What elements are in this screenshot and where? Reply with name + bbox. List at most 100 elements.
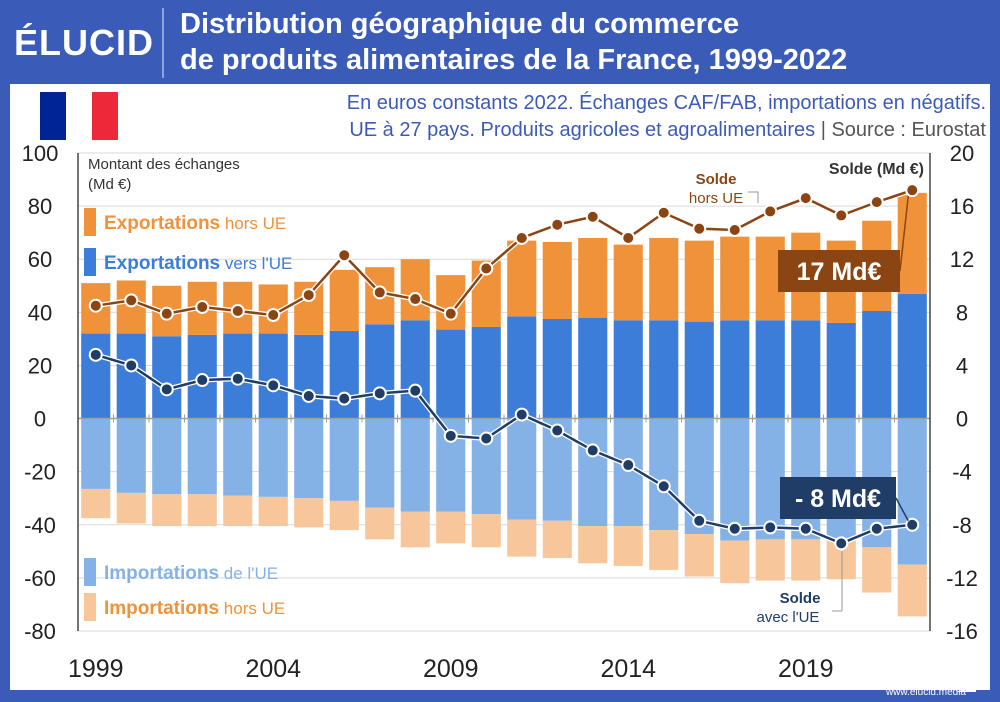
- bar-imports-hors-ue: [471, 514, 501, 548]
- solde-ue-point: [763, 520, 778, 535]
- bar-imports-hors-ue: [578, 526, 608, 564]
- bar-imports-hors-ue: [365, 507, 395, 540]
- solde-hors-ue-point: [834, 208, 849, 223]
- solde-hors-ue-point: [372, 285, 387, 300]
- bar-imports-hors-ue: [684, 534, 714, 577]
- bar-imports-ue: [897, 418, 927, 565]
- bar-exports-hors-ue: [897, 192, 927, 294]
- value-badge-ue: [780, 477, 896, 519]
- legend-label-main: Importations: [104, 598, 219, 619]
- footer-mark-icon: [956, 684, 976, 692]
- legend-label-main: Exportations: [104, 253, 220, 274]
- bar-imports-ue: [578, 418, 608, 527]
- y-left-tick-label: 20: [28, 353, 52, 378]
- bar-exports-hors-ue: [329, 269, 359, 331]
- callout-solde-ue: [832, 551, 843, 612]
- bar-imports-hors-ue: [542, 520, 572, 558]
- solde-ue-point: [514, 407, 529, 422]
- legend-item: Importations de l'UE: [104, 563, 278, 584]
- callout-line-hors-ue: [899, 196, 909, 272]
- bar-exports-hors-ue: [507, 240, 537, 317]
- y-left-axis-title: Montant des échanges: [88, 156, 240, 173]
- solde-ue-point: [550, 423, 565, 438]
- bar-imports-ue: [116, 418, 146, 493]
- solde-hors-ue-point: [692, 221, 707, 236]
- legend-swatch: [84, 593, 96, 621]
- value-badge-hors-ue: [778, 250, 900, 292]
- bar-imports-hors-ue: [897, 564, 927, 617]
- x-tick-label: 2014: [600, 655, 656, 683]
- annotation-solde-ue: Solde: [780, 590, 821, 607]
- bar-exports-ue: [755, 320, 785, 419]
- value-ue: - 8 Md€: [795, 485, 881, 513]
- flag-blue-band: [40, 92, 66, 140]
- bar-imports-ue: [223, 418, 253, 496]
- solde-hors-ue-point: [337, 248, 352, 263]
- bar-exports-hors-ue: [400, 259, 430, 321]
- legend-item: Exportations vers l'UE: [104, 253, 292, 274]
- solde-hors-ue-point: [230, 304, 245, 319]
- bar-exports-ue: [471, 326, 501, 419]
- y-right-tick-label: 12: [950, 247, 974, 272]
- bar-exports-ue: [649, 320, 679, 419]
- subtitle-line-2: UE à 27 pays. Produits agricoles et agro…: [178, 117, 986, 144]
- solde-hors-ue-point: [905, 183, 920, 198]
- source-label: Source : Eurostat: [831, 119, 986, 141]
- y-right-tick-label: -16: [946, 619, 978, 644]
- subtitle-scope: UE à 27 pays. Produits agricoles et agro…: [349, 119, 816, 141]
- x-tick-label: 1999: [68, 655, 124, 683]
- bar-imports-hors-ue: [81, 488, 111, 519]
- y-right-tick-label: -12: [946, 566, 978, 591]
- bar-exports-hors-ue: [613, 244, 643, 321]
- solde-hors-ue-point: [195, 300, 210, 315]
- solde-ue-point: [372, 386, 387, 401]
- title-line-1: Distribution géographique du commerce: [180, 8, 740, 40]
- solde-hors-ue-point: [124, 293, 139, 308]
- solde-hors-ue-point: [656, 205, 671, 220]
- bar-exports-ue: [720, 320, 750, 419]
- bar-imports-hors-ue: [329, 500, 359, 531]
- annotation-solde-ue-sub: avec l'UE: [757, 609, 820, 626]
- bar-exports-ue: [897, 293, 927, 419]
- solde-ue-point: [585, 443, 600, 458]
- solde-ue-point: [905, 517, 920, 532]
- bar-imports-ue: [755, 418, 785, 540]
- bar-exports-ue: [542, 318, 572, 419]
- bar-imports-hors-ue: [116, 492, 146, 524]
- y-left-tick-label: 100: [22, 141, 59, 166]
- solde-ue-point: [727, 521, 742, 536]
- callout-solde-hors-ue: [748, 191, 759, 204]
- legend-label-qualifier: vers l'UE: [220, 254, 292, 273]
- subtitle-separator: |: [820, 119, 826, 141]
- y-right-tick-label: -8: [952, 513, 972, 538]
- solde-hors-ue-point: [763, 204, 778, 219]
- bar-imports-hors-ue: [436, 511, 466, 544]
- y-right-tick-label: -4: [952, 460, 972, 485]
- bar-imports-ue: [329, 418, 359, 501]
- solde-hors-ue-point: [159, 306, 174, 321]
- legend-label-qualifier: hors UE: [219, 599, 285, 618]
- solde-hors-ue-point: [727, 223, 742, 238]
- flag-white-band: [66, 92, 92, 140]
- bar-exports-ue: [81, 333, 111, 419]
- annotation-solde-hors-ue: Solde: [696, 171, 737, 188]
- bar-imports-hors-ue: [649, 530, 679, 570]
- bar-imports-hors-ue: [755, 539, 785, 581]
- legend-item: Exportations hors UE: [104, 213, 286, 234]
- solde-hors-ue-point: [514, 230, 529, 245]
- bar-imports-ue: [649, 418, 679, 531]
- legend-label-main: Exportations: [104, 213, 220, 234]
- legend-swatch: [84, 558, 96, 586]
- y-left-tick-label: 60: [28, 247, 52, 272]
- bar-imports-hors-ue: [791, 539, 821, 581]
- logo-divider: [162, 8, 164, 78]
- solde-ue-point: [834, 536, 849, 551]
- y-right-tick-label: 0: [956, 407, 968, 432]
- solde-hors-ue-point: [798, 191, 813, 206]
- bar-imports-ue: [81, 418, 111, 489]
- bar-exports-ue: [613, 320, 643, 419]
- bar-imports-ue: [400, 418, 430, 512]
- legend-label-qualifier: hors UE: [220, 214, 286, 233]
- title-line-2: de produits alimentaires de la France, 1…: [180, 44, 848, 76]
